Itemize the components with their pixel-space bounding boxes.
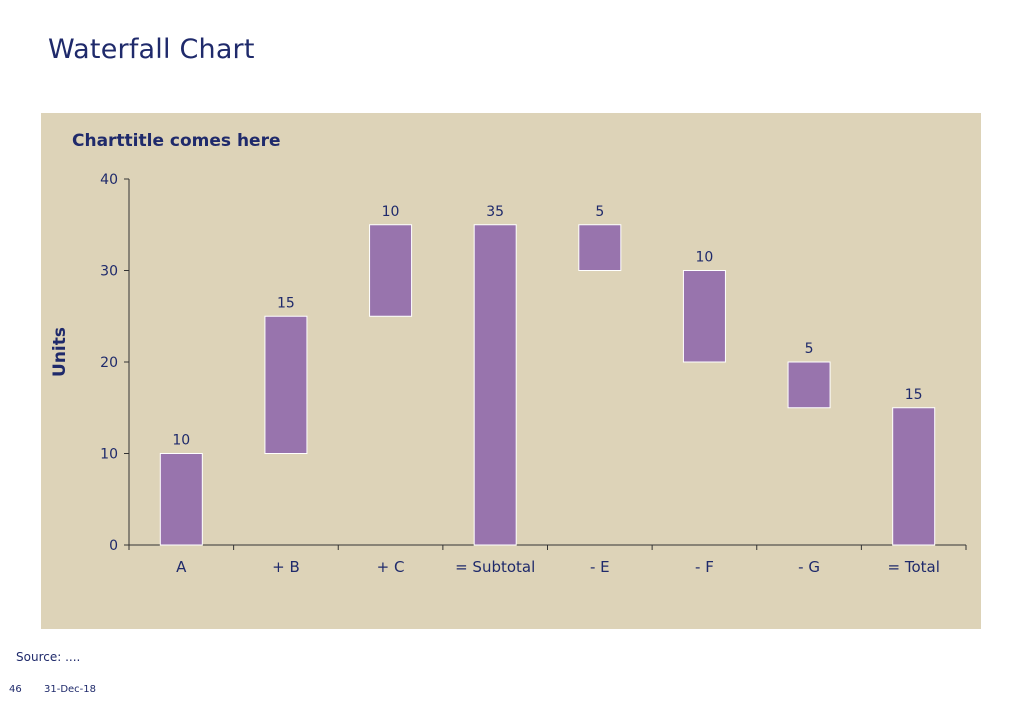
y-tick-label: 20 [100, 355, 118, 371]
bar-value-label: 10 [172, 433, 190, 449]
x-tick-label: + B [272, 558, 300, 576]
x-tick-label: A [176, 558, 187, 576]
y-tick-label: 10 [100, 447, 118, 463]
y-tick-label: 40 [100, 172, 118, 188]
waterfall-bar [682, 270, 726, 363]
bar-value-label: 5 [805, 341, 814, 357]
bar-value-label: 10 [382, 204, 400, 220]
waterfall-bar [264, 315, 308, 454]
waterfall-bar [159, 453, 203, 546]
waterfall-bar [369, 224, 413, 317]
x-tick-label: - E [590, 558, 610, 576]
bar-value-label: 5 [595, 204, 604, 220]
y-axis-label: Units [50, 327, 70, 377]
waterfall-bar [892, 407, 936, 546]
x-tick-label: - G [798, 558, 820, 576]
waterfall-chart: Charttitle comes here Units 0 10 20 30 40 10 A 15… [50, 131, 967, 576]
bar-value-label: 15 [277, 295, 295, 311]
bar-value-label: 15 [905, 387, 923, 403]
x-tick-label: + C [377, 558, 405, 576]
waterfall-bar [473, 224, 517, 546]
chart-title: Charttitle comes here [72, 131, 281, 151]
waterfall-bar [578, 224, 622, 271]
bar-value-label: 35 [486, 204, 504, 220]
x-tick-label: - F [695, 558, 714, 576]
x-tick-label: = Total [888, 558, 940, 576]
source-note: Source: .... [16, 650, 81, 664]
slide-date: 31-Dec-18 [44, 684, 97, 695]
page-number: 46 [9, 684, 22, 695]
waterfall-bar [787, 361, 831, 409]
y-tick-label: 30 [100, 264, 118, 280]
chart-panel: Charttitle comes here Units 0 10 20 30 40 10 A 15… [41, 113, 981, 629]
x-tick-label: = Subtotal [455, 558, 535, 576]
slide-title: Waterfall Chart [48, 34, 255, 65]
bar-value-label: 10 [696, 250, 714, 266]
y-tick-label: 0 [109, 538, 118, 554]
